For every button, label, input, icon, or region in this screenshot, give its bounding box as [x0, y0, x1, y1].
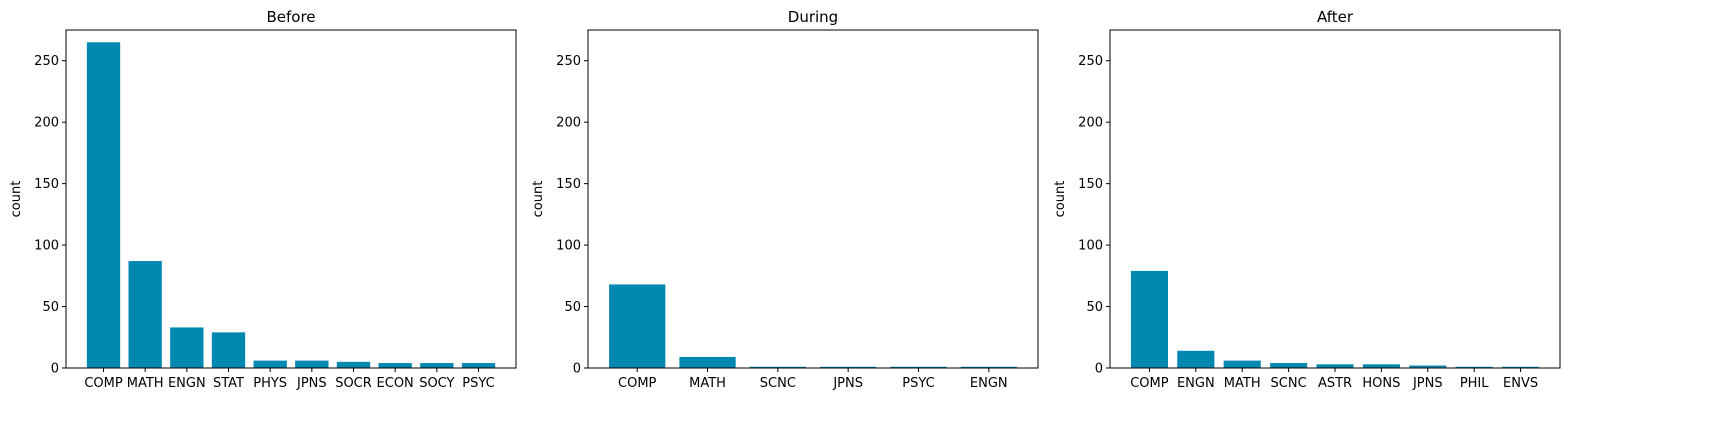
bar-psyc — [890, 366, 947, 368]
x-tick-label: COMP — [84, 376, 123, 391]
x-tick-label: ENGN — [1177, 376, 1215, 391]
x-tick-label: STAT — [213, 376, 244, 391]
bar-jpns — [820, 366, 877, 368]
bar-phil — [1455, 366, 1493, 368]
bar-math — [128, 261, 162, 368]
y-tick-label: 0 — [1095, 362, 1103, 377]
x-tick-label: ECON — [377, 376, 414, 391]
y-tick-label: 200 — [556, 116, 581, 131]
bar-scnc — [1270, 363, 1308, 368]
bar-math — [679, 356, 736, 368]
y-tick-label: 100 — [34, 239, 59, 254]
bar-comp — [609, 284, 666, 368]
x-tick-label: PHYS — [253, 376, 287, 391]
x-tick-label: PSYC — [462, 376, 494, 391]
bar-comp — [86, 42, 121, 368]
chart-title: During — [788, 8, 838, 26]
x-tick-label: COMP — [618, 376, 657, 391]
y-tick-label: 100 — [556, 239, 581, 254]
y-tick-label: 250 — [1078, 54, 1103, 69]
x-tick-label: SCNC — [1271, 376, 1307, 391]
bar-engn — [170, 327, 204, 368]
axes-frame — [65, 29, 517, 369]
y-tick-label: 250 — [34, 54, 59, 69]
y-tick-label: 0 — [51, 362, 59, 377]
bar-socr — [336, 361, 371, 368]
bar-math — [1223, 360, 1261, 368]
bar-econ — [378, 363, 412, 368]
bar-scnc — [749, 366, 806, 368]
y-tick-label: 150 — [34, 177, 59, 192]
x-tick-label: ENGN — [168, 376, 206, 391]
y-tick-label: 200 — [34, 116, 59, 131]
bar-psyc — [461, 363, 496, 368]
x-tick-label: SCNC — [760, 376, 796, 391]
x-tick-label: HONS — [1362, 376, 1400, 391]
y-tick-label: 50 — [564, 300, 581, 315]
bar-phys — [253, 360, 287, 368]
y-tick-label: 0 — [573, 362, 581, 377]
x-tick-label: ASTR — [1318, 376, 1352, 391]
x-tick-label: ENGN — [970, 376, 1008, 391]
bar-engn — [960, 366, 1017, 368]
bar-jpns — [1409, 365, 1447, 368]
y-tick-label: 150 — [556, 177, 581, 192]
x-tick-label: JPNS — [832, 376, 863, 391]
bar-hons — [1362, 364, 1400, 368]
axes-frame — [587, 29, 1039, 369]
y-tick-label: 200 — [1078, 116, 1103, 131]
bar-engn — [1177, 350, 1215, 368]
y-axis-label: count — [1053, 181, 1068, 218]
chart-title: Before — [266, 8, 315, 26]
x-tick-label: MATH — [127, 376, 164, 391]
x-tick-label: JPNS — [1412, 376, 1443, 391]
x-tick-label: JPNS — [296, 376, 327, 391]
y-axis-label: count — [531, 181, 546, 218]
x-tick-label: COMP — [1130, 376, 1169, 391]
y-tick-label: 250 — [556, 54, 581, 69]
chart-title: After — [1317, 8, 1354, 26]
x-tick-label: SOCR — [335, 376, 372, 391]
x-tick-label: MATH — [1224, 376, 1261, 391]
y-tick-label: 50 — [1086, 300, 1103, 315]
bar-comp — [1130, 270, 1168, 368]
bar-envs — [1502, 366, 1540, 368]
bar-stat — [211, 332, 246, 368]
bar-jpns — [295, 360, 329, 368]
bar-astr — [1316, 364, 1354, 368]
x-tick-label: SOCY — [419, 376, 454, 391]
x-tick-label: ENVS — [1503, 376, 1538, 391]
bar-socy — [420, 363, 454, 368]
y-axis-label: count — [9, 181, 24, 218]
y-tick-label: 100 — [1078, 239, 1103, 254]
y-tick-label: 50 — [42, 300, 59, 315]
x-tick-label: PSYC — [902, 376, 934, 391]
x-tick-label: PHIL — [1460, 376, 1489, 391]
x-tick-label: MATH — [689, 376, 726, 391]
y-tick-label: 150 — [1078, 177, 1103, 192]
